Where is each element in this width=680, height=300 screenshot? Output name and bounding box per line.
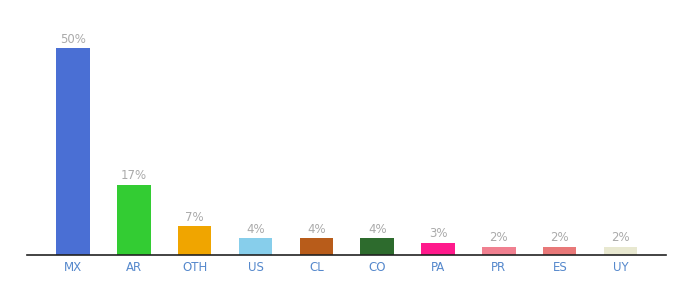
Bar xyxy=(178,226,211,255)
Text: 2%: 2% xyxy=(550,231,569,244)
Text: 50%: 50% xyxy=(60,33,86,46)
Bar xyxy=(422,243,455,255)
Text: 4%: 4% xyxy=(368,223,386,236)
Text: 7%: 7% xyxy=(186,211,204,224)
Bar xyxy=(117,185,150,255)
Bar xyxy=(482,247,515,255)
Text: 2%: 2% xyxy=(611,231,630,244)
Bar xyxy=(360,238,394,255)
Text: 17%: 17% xyxy=(121,169,147,182)
Text: 3%: 3% xyxy=(429,227,447,240)
Bar xyxy=(239,238,272,255)
Text: 2%: 2% xyxy=(490,231,508,244)
Text: 4%: 4% xyxy=(246,223,265,236)
Bar xyxy=(56,48,90,255)
Bar xyxy=(604,247,637,255)
Text: 4%: 4% xyxy=(307,223,326,236)
Bar xyxy=(543,247,577,255)
Bar xyxy=(300,238,333,255)
